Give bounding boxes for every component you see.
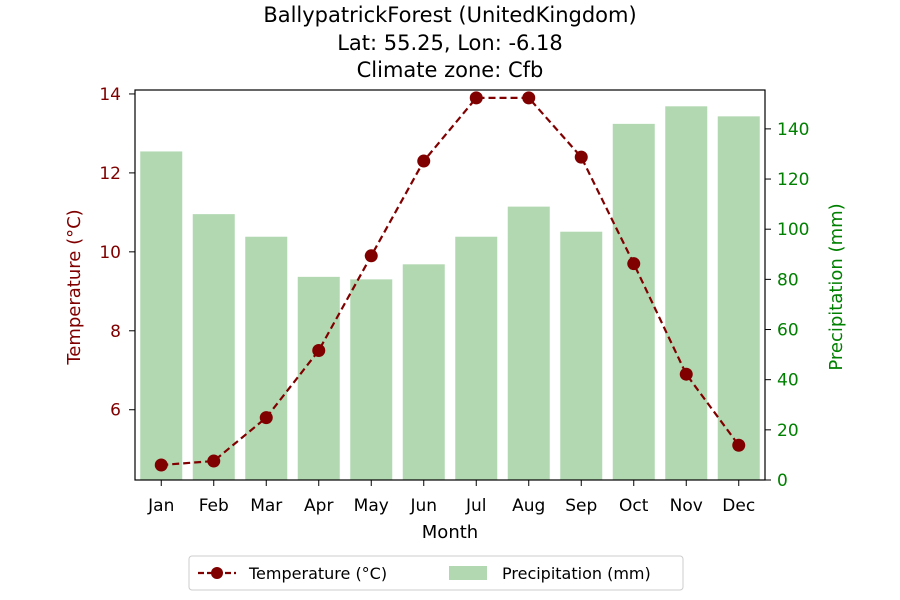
y-axis-right-label: Precipitation (mm) xyxy=(826,203,847,370)
temperature-point-aug xyxy=(522,91,536,105)
precipitation-bar-oct xyxy=(612,123,655,480)
precipitation-bar-apr xyxy=(297,276,340,480)
temperature-point-dec xyxy=(732,438,746,452)
x-tick-label-may: May xyxy=(354,496,389,516)
x-tick-label-dec: Dec xyxy=(722,496,755,516)
temperature-point-mar xyxy=(259,411,273,425)
temperature-point-jul xyxy=(469,91,483,105)
precipitation-bar-jul xyxy=(455,236,498,480)
x-tick-label-aug: Aug xyxy=(512,496,545,516)
temperature-point-nov xyxy=(679,367,693,381)
temperature-series-line xyxy=(161,96,740,467)
precipitation-bar-nov xyxy=(665,106,708,481)
y-right-tick-label-100: 100 xyxy=(777,220,809,240)
precipitation-bar-jun xyxy=(402,264,445,480)
y-left-tick-label-8: 8 xyxy=(110,322,121,342)
title-line-3: Climate zone: Cfb xyxy=(357,58,544,82)
temperature-line xyxy=(154,91,746,472)
y-left-tick-label-12: 12 xyxy=(99,164,121,184)
precipitation-bar-feb xyxy=(192,214,235,481)
x-tick-label-apr: Apr xyxy=(304,496,333,516)
axes: Jan Feb Mar Apr May Jun Jul Aug Sep Oct Nov Dec 6 8 10… xyxy=(99,85,809,516)
temperature-point-jan xyxy=(154,458,168,472)
temperature-point-oct xyxy=(627,257,641,271)
chart-title: BallypatrickForest (UnitedKingdom) Lat: … xyxy=(263,3,636,82)
legend-precipitation-swatch xyxy=(449,566,487,580)
y-axis-left-label: Temperature (°C) xyxy=(64,209,85,365)
y-right-tick-label-0: 0 xyxy=(777,471,788,491)
plot-frame xyxy=(134,89,766,481)
x-tick-label-oct: Oct xyxy=(619,496,649,516)
title-line-2: Lat: 55.25, Lon: -6.18 xyxy=(337,31,563,55)
x-tick-label-jan: Jan xyxy=(147,496,174,516)
temperature-point-sep xyxy=(574,150,588,164)
x-tick-label-sep: Sep xyxy=(565,496,597,516)
temperature-point-feb xyxy=(207,454,221,468)
temperature-point-may xyxy=(364,249,378,263)
y-left-tick-label-6: 6 xyxy=(110,401,121,421)
temperature-point-jun xyxy=(417,154,431,168)
precipitation-bar-jan xyxy=(140,151,183,480)
precipitation-bar-mar xyxy=(245,236,288,480)
legend-temperature-label: Temperature (°C) xyxy=(248,564,387,583)
precipitation-bar-aug xyxy=(507,206,550,481)
legend: Temperature (°C) Precipitation (mm) xyxy=(188,555,684,591)
precipitation-bar-may xyxy=(350,279,393,480)
title-line-1: BallypatrickForest (UnitedKingdom) xyxy=(263,3,636,27)
y-right-tick-label-40: 40 xyxy=(777,371,799,391)
x-tick-label-mar: Mar xyxy=(250,496,282,516)
legend-box xyxy=(188,555,684,591)
y-right-tick-label-120: 120 xyxy=(777,170,809,190)
x-tick-label-jun: Jun xyxy=(409,496,437,516)
x-tick-label-nov: Nov xyxy=(670,496,703,516)
y-left-tick-label-10: 10 xyxy=(99,243,121,263)
y-right-tick-label-80: 80 xyxy=(777,270,799,290)
y-right-tick-label-60: 60 xyxy=(777,321,799,341)
legend-precipitation-label: Precipitation (mm) xyxy=(502,564,651,583)
precipitation-bars xyxy=(140,106,760,481)
precipitation-bar-dec xyxy=(717,116,760,480)
temperature-point-apr xyxy=(312,344,326,358)
precipitation-bar-sep xyxy=(560,231,603,480)
y-right-tick-label-140: 140 xyxy=(777,120,809,140)
legend-temperature-marker xyxy=(211,567,223,579)
x-axis-label: Month xyxy=(422,522,478,543)
x-tick-label-jul: Jul xyxy=(465,496,487,516)
y-right-tick-label-20: 20 xyxy=(777,421,799,441)
y-left-tick-label-14: 14 xyxy=(99,85,121,105)
x-tick-label-feb: Feb xyxy=(199,496,229,516)
